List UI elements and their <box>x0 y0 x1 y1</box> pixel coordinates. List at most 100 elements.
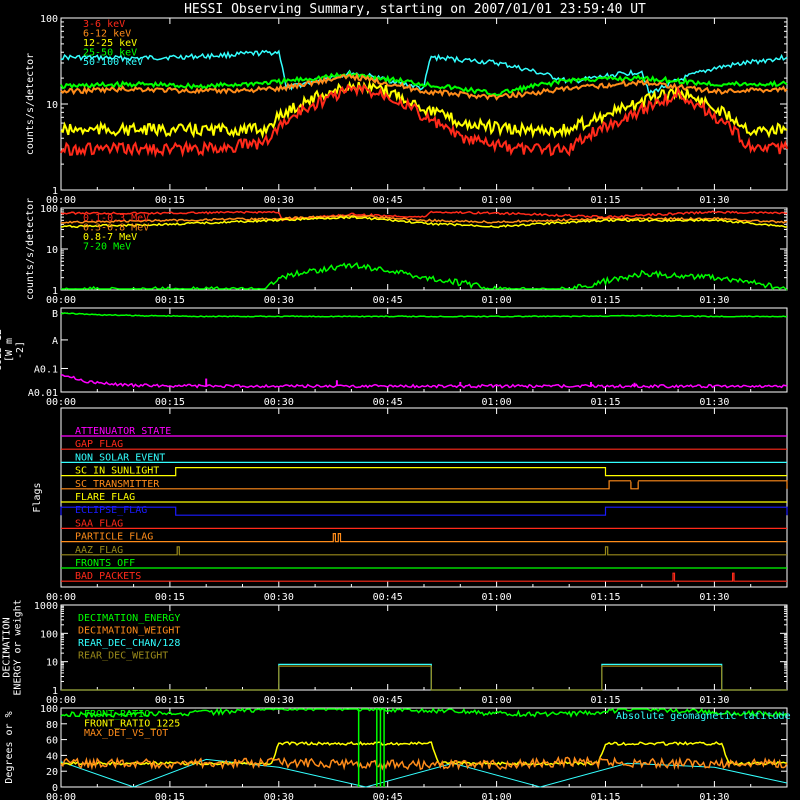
y-tick-label: 0 <box>52 783 58 794</box>
flag-label: ATTENUATOR_STATE <box>75 426 171 437</box>
x-tick-label: 00:45 <box>373 592 403 603</box>
x-tick-label: 01:15 <box>590 695 620 706</box>
legend-entry: 6-12 keV <box>83 29 131 40</box>
x-tick-label: 01:00 <box>482 195 512 206</box>
y-tick-label: 10 <box>46 658 58 669</box>
series-line <box>60 373 788 389</box>
flag-trace <box>61 480 788 490</box>
x-tick-label: 01:15 <box>590 295 620 306</box>
x-tick-label: 00:30 <box>264 592 294 603</box>
series-line <box>60 70 788 97</box>
legend-entry: 0.8-7 MeV <box>83 232 137 243</box>
y-axis-label: counts/s/detector <box>25 53 36 155</box>
x-tick-label: 00:00 <box>46 397 76 408</box>
figure-title: HESSI Observing Summary, starting on 200… <box>184 2 646 17</box>
legend-entry: 12-25 keV <box>83 38 137 49</box>
series-line <box>60 83 788 159</box>
flag-trace <box>61 572 787 582</box>
y-tick-label: 100 <box>40 629 58 640</box>
legend-entry: 25-50 keV <box>83 48 137 59</box>
y-tick-label: 20 <box>46 767 58 778</box>
y-tick-label: 100 <box>40 14 58 25</box>
x-tick-label: 00:30 <box>264 792 294 800</box>
series-line <box>61 665 787 691</box>
flag-label: FLARE_FLAG <box>75 492 135 503</box>
x-tick-label: 00:30 <box>264 295 294 306</box>
x-tick-label: 01:00 <box>482 397 512 408</box>
x-tick-label: 01:15 <box>590 195 620 206</box>
x-tick-label: 00:45 <box>373 792 403 800</box>
y-tick-label: A <box>52 336 58 347</box>
x-tick-label: 00:00 <box>46 195 76 206</box>
x-tick-label: 00:00 <box>46 792 76 800</box>
y-tick-label: B <box>52 309 58 320</box>
x-tick-label: 01:30 <box>699 295 729 306</box>
y-tick-label: 10 <box>46 245 58 256</box>
y-tick-label: 60 <box>46 736 58 747</box>
y-tick-label: 100 <box>40 704 58 715</box>
legend-entry: DECIMATION_WEIGHT <box>78 626 180 637</box>
y-tick-label: 100 <box>40 204 58 215</box>
x-tick-label: 00:45 <box>373 397 403 408</box>
series-line <box>60 312 788 318</box>
y-tick-label: 80 <box>46 720 58 731</box>
series-line <box>60 755 788 771</box>
y-axis-label: counts/s/detector <box>25 198 36 300</box>
x-tick-label: 01:00 <box>482 695 512 706</box>
legend-entry: REAR_DEC_CHAN/128 <box>78 638 180 649</box>
flag-label: BAD_PACKETS <box>75 571 141 582</box>
flag-gap <box>630 480 639 490</box>
y-tick-label: 40 <box>46 751 58 762</box>
x-tick-label: 01:30 <box>699 397 729 408</box>
series-line <box>60 758 788 788</box>
y-tick-label: 1000 <box>34 601 58 612</box>
y-axis-label: [W m <box>4 338 15 362</box>
x-tick-label: 01:00 <box>482 295 512 306</box>
series-line <box>60 210 788 222</box>
legend-entry: 50-100 keV <box>83 57 143 68</box>
panel-frame: 00:00 00:15 00:30 00:45 01:00 01:15 01:30 100 80… <box>4 704 791 800</box>
legend-entry: FRONT_RATIO_1225 <box>84 719 180 730</box>
x-tick-label: 01:15 <box>590 397 620 408</box>
x-tick-label: 01:15 <box>590 792 620 800</box>
x-tick-label: 00:00 <box>46 592 76 603</box>
x-tick-label: 00:45 <box>373 695 403 706</box>
panel-frame: 00:00 00:15 00:30 00:45 01:00 01:15 01:30 1000 1… <box>2 599 788 706</box>
y-tick-label: 10 <box>46 100 58 111</box>
y-axis-label: DECIMATION <box>2 617 13 677</box>
x-tick-label: 00:15 <box>155 792 185 800</box>
flag-label: SC_IN_SUNLIGHT <box>75 466 159 477</box>
flag-label: AAZ_FLAG <box>75 545 123 556</box>
y-tick-label: 1 <box>52 286 58 297</box>
y-axis-label: Degrees or % <box>4 711 15 783</box>
x-tick-label: 01:30 <box>699 792 729 800</box>
latitude-annotation: Absolute geomagnetic latitude <box>616 711 791 722</box>
x-tick-label: 00:45 <box>373 295 403 306</box>
legend-entry: 0.1-0.3 MeV <box>83 213 149 224</box>
legend-entry: REAR_DEC_WEIGHT <box>78 651 168 662</box>
flag-label: ECLIPSE_FLAG <box>75 505 147 516</box>
panel-border <box>60 307 788 393</box>
x-tick-label: 01:30 <box>699 195 729 206</box>
x-tick-label: 00:45 <box>373 195 403 206</box>
panel-frame: 00:00 00:15 00:30 00:45 01:00 01:15 01:3010010… <box>25 198 788 306</box>
legend-entry: 7-20 MeV <box>83 242 131 253</box>
legend-entry: 3-6 keV <box>83 19 125 30</box>
flag-trace <box>60 506 788 516</box>
panel-border <box>60 17 788 191</box>
flag-label: NON_SOLAR_EVENT <box>75 452 165 463</box>
y-axis-label: Flags <box>32 482 43 512</box>
x-tick-label: 00:15 <box>155 695 185 706</box>
y-axis-label: -2] <box>15 341 26 359</box>
flag-label: PARTICLE_FLAG <box>75 532 153 543</box>
panel-frame: 00:00 00:15 00:30 00:45 01:00 01:15 01:3010010… <box>25 14 788 206</box>
flag-trace <box>61 533 787 543</box>
x-tick-label: 01:00 <box>482 592 512 603</box>
x-tick-label: 00:00 <box>46 695 76 706</box>
panels: 00:00 00:15 00:30 00:45 01:00 01:15 01:3010010… <box>0 14 791 800</box>
series-line <box>60 215 788 229</box>
y-axis-label: GOES-12 <box>0 329 4 371</box>
flag-label: SC_TRANSMITTER <box>75 479 160 490</box>
series-line <box>61 261 788 291</box>
series-line <box>60 72 788 101</box>
